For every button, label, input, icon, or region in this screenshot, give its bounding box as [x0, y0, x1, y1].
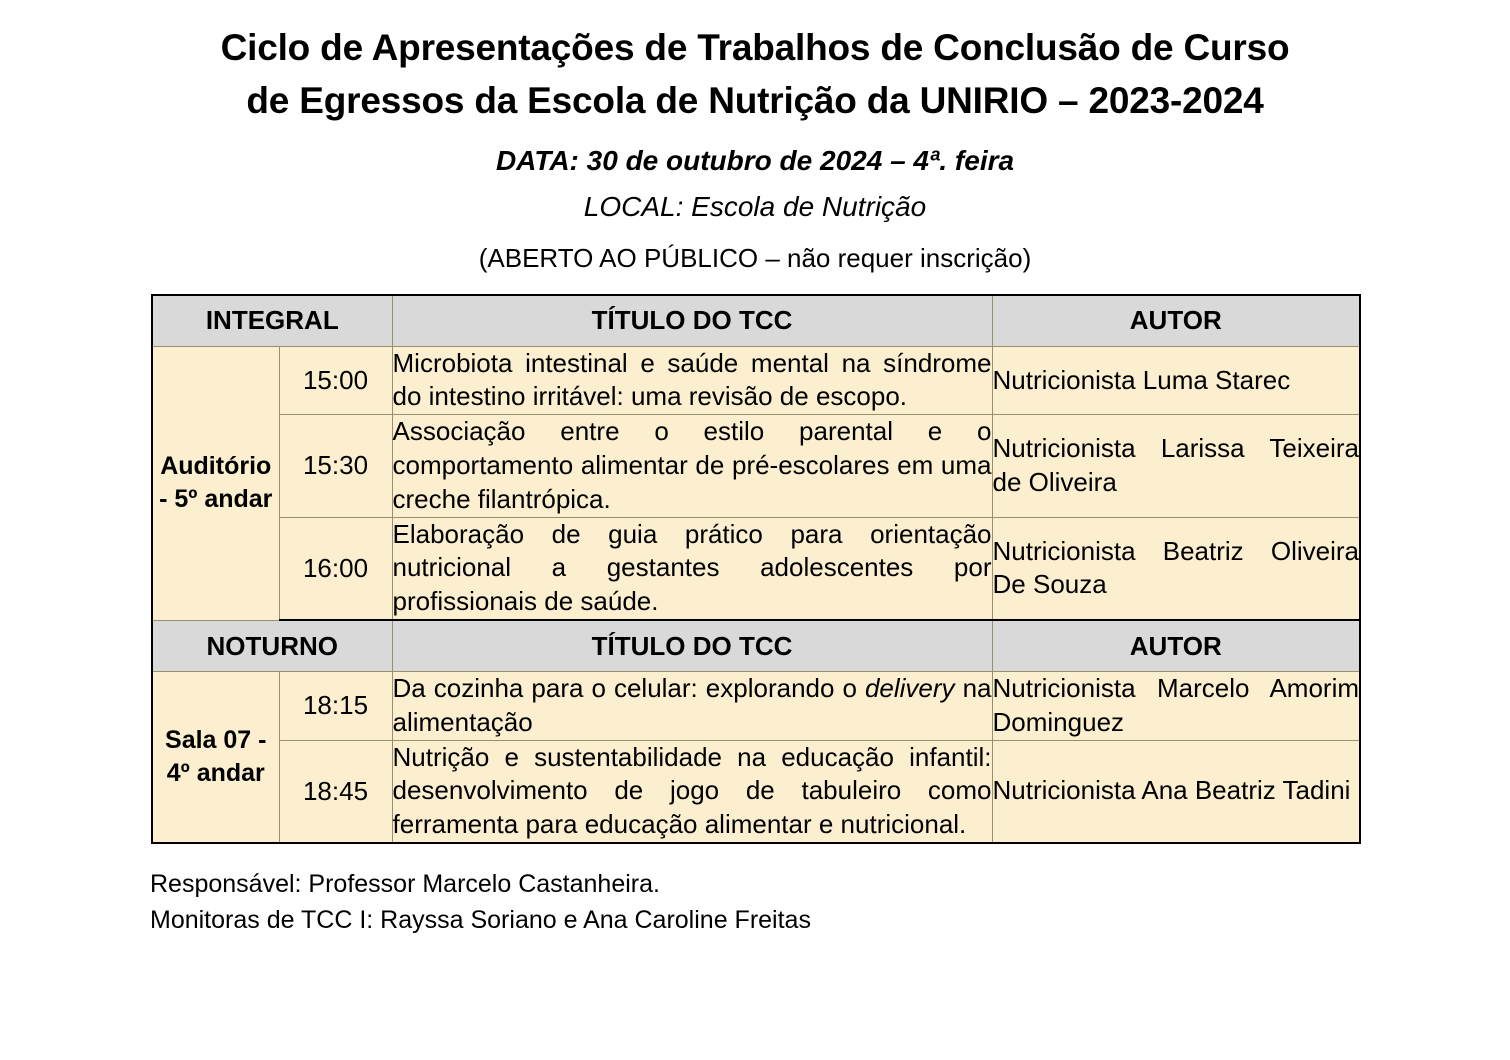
time-cell: 15:30: [278, 414, 393, 518]
time-cell: 15:00: [278, 345, 393, 416]
title-text-pre: Da cozinha para o celular: explorando o: [392, 673, 865, 704]
page-title: Ciclo de Apresentações de Trabalhos de C…: [0, 0, 1510, 127]
table-row: 16:00 Elaboração de guia prático para or…: [152, 516, 1361, 622]
shift-label-noturno: NOTURNO: [151, 619, 393, 673]
schedule-table: INTEGRAL TÍTULO DO TCC AUTOR Auditório -…: [151, 293, 1362, 844]
author-cell: Nutricionista Marcelo Amorim Dominguez: [991, 671, 1361, 741]
shift-label-integral: INTEGRAL: [151, 294, 393, 347]
time-cell: 18:15: [278, 671, 393, 741]
column-header-title-noturno: TÍTULO DO TCC: [391, 619, 993, 673]
title-cell: Microbiota intestinal e saúde mental na …: [391, 345, 993, 416]
author-cell: Nutricionista Luma Starec: [991, 345, 1361, 416]
footer-notes: Responsável: Professor Marcelo Castanhei…: [150, 866, 1510, 939]
section-header-row-integral: INTEGRAL TÍTULO DO TCC AUTOR: [151, 294, 1361, 347]
title-text-post: na alimentação: [392, 673, 992, 737]
author-cell: Nutricionista Ana Beatriz Tadini: [991, 739, 1361, 844]
title-cell: Nutrição e sustentabilidade na educação …: [391, 739, 993, 844]
section-header-row-noturno: NOTURNO TÍTULO DO TCC AUTOR: [151, 619, 1361, 673]
event-date: DATA: 30 de outubro de 2024 – 4ª. feira: [495, 145, 1015, 177]
author-cell: Nutricionista Beatriz Oliveira De Souza: [991, 516, 1361, 622]
time-cell: 16:00: [278, 516, 393, 622]
page-title-line-2: de Egressos da Escola de Nutrição da UNI…: [246, 79, 1264, 121]
footer-monitors: Monitoras de TCC I: Rayssa Soriano e Ana…: [150, 906, 811, 935]
room-cell-noturno: Sala 07 - 4º andar: [151, 671, 280, 844]
title-cell: Da cozinha para o celular: explorando o …: [391, 671, 993, 741]
title-text-emphasis: delivery: [864, 673, 955, 704]
title-cell: Associação entre o estilo parental e o c…: [391, 414, 993, 518]
title-cell: Elaboração de guia prático para orientaç…: [391, 516, 993, 622]
table-row: Auditório - 5º andar 15:00 Microbiota in…: [151, 345, 1361, 621]
author-cell: Nutricionista Larissa Teixeira de Olivei…: [991, 414, 1361, 518]
table-row: Sala 07 - 4º andar 18:15 Da cozinha para…: [151, 671, 1361, 844]
column-header-author-noturno: AUTOR: [991, 619, 1361, 673]
page-title-line-1: Ciclo de Apresentações de Trabalhos de C…: [220, 27, 1290, 68]
table-row: 18:45 Nutrição e sustentabilidade na edu…: [152, 739, 1361, 844]
public-notice: (ABERTO AO PÚBLICO – não requer inscriçã…: [478, 242, 1032, 273]
schedule-table-wrapper: INTEGRAL TÍTULO DO TCC AUTOR Auditório -…: [151, 293, 1362, 844]
time-cell: 18:45: [278, 739, 393, 844]
table-row: 15:30 Associação entre o estilo parental…: [152, 414, 1361, 518]
footer-responsible: Responsável: Professor Marcelo Castanhei…: [150, 870, 660, 898]
room-cell-integral: Auditório - 5º andar: [151, 345, 280, 621]
column-header-author-integral: AUTOR: [991, 294, 1361, 347]
column-header-title-integral: TÍTULO DO TCC: [391, 294, 993, 347]
event-location: LOCAL: Escola de Nutrição: [583, 191, 927, 223]
